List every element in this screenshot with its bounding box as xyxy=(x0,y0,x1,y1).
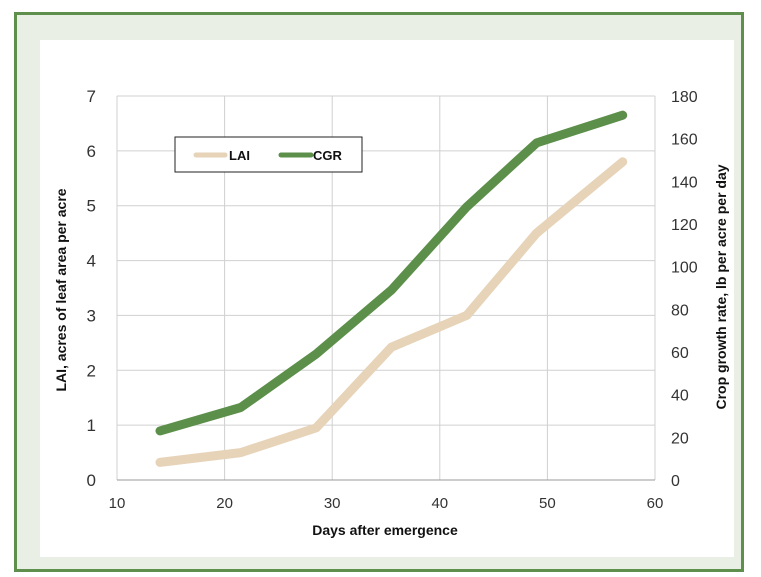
x-tick-label: 50 xyxy=(539,495,556,512)
y-tick-label-left: 7 xyxy=(87,87,96,106)
x-tick-label: 30 xyxy=(324,495,341,512)
x-tick-label: 40 xyxy=(431,495,448,512)
x-tick-label: 60 xyxy=(647,495,664,512)
series-lines xyxy=(155,110,628,467)
y-tick-label-left: 3 xyxy=(87,306,96,325)
tick-labels: 10 20 30 40 50 60 0 1 2 3 4 5 6 7 0 20 40 60 80 100 120 140 16… xyxy=(87,87,698,512)
legend-label-cgr: CGR xyxy=(313,148,343,163)
y-tick-label-right: 140 xyxy=(671,174,698,191)
x-axis-title: Days after emergence xyxy=(312,522,458,538)
y-tick-label-left: 5 xyxy=(87,197,96,216)
y-tick-label-left: 0 xyxy=(87,471,96,490)
x-tick-label: 10 xyxy=(109,495,126,512)
y-tick-label-right: 80 xyxy=(671,302,689,319)
legend: LAI CGR xyxy=(174,136,363,173)
y-axis-title-left: LAI, acres of leaf area per acre xyxy=(53,188,69,391)
y-tick-label-right: 120 xyxy=(671,217,698,234)
x-tick-label: 20 xyxy=(216,495,233,512)
y-tick-label-left: 4 xyxy=(87,252,96,271)
y-tick-label-left: 2 xyxy=(87,361,96,380)
y-tick-label-right: 160 xyxy=(671,132,698,149)
series-line-cgr xyxy=(155,110,628,436)
legend-label-lai: LAI xyxy=(229,148,250,163)
y-axis-title-right: Crop growth rate, lb per acre per day xyxy=(713,164,729,409)
y-tick-label-right: 20 xyxy=(671,430,689,447)
y-tick-label-left: 1 xyxy=(87,416,96,435)
y-tick-label-left: 6 xyxy=(87,142,96,161)
y-tick-label-right: 100 xyxy=(671,260,698,277)
y-tick-label-right: 0 xyxy=(671,473,680,490)
y-tick-label-right: 180 xyxy=(671,89,698,106)
y-tick-label-right: 60 xyxy=(671,345,689,362)
y-tick-label-right: 40 xyxy=(671,388,689,405)
series-line-lai xyxy=(155,157,628,467)
